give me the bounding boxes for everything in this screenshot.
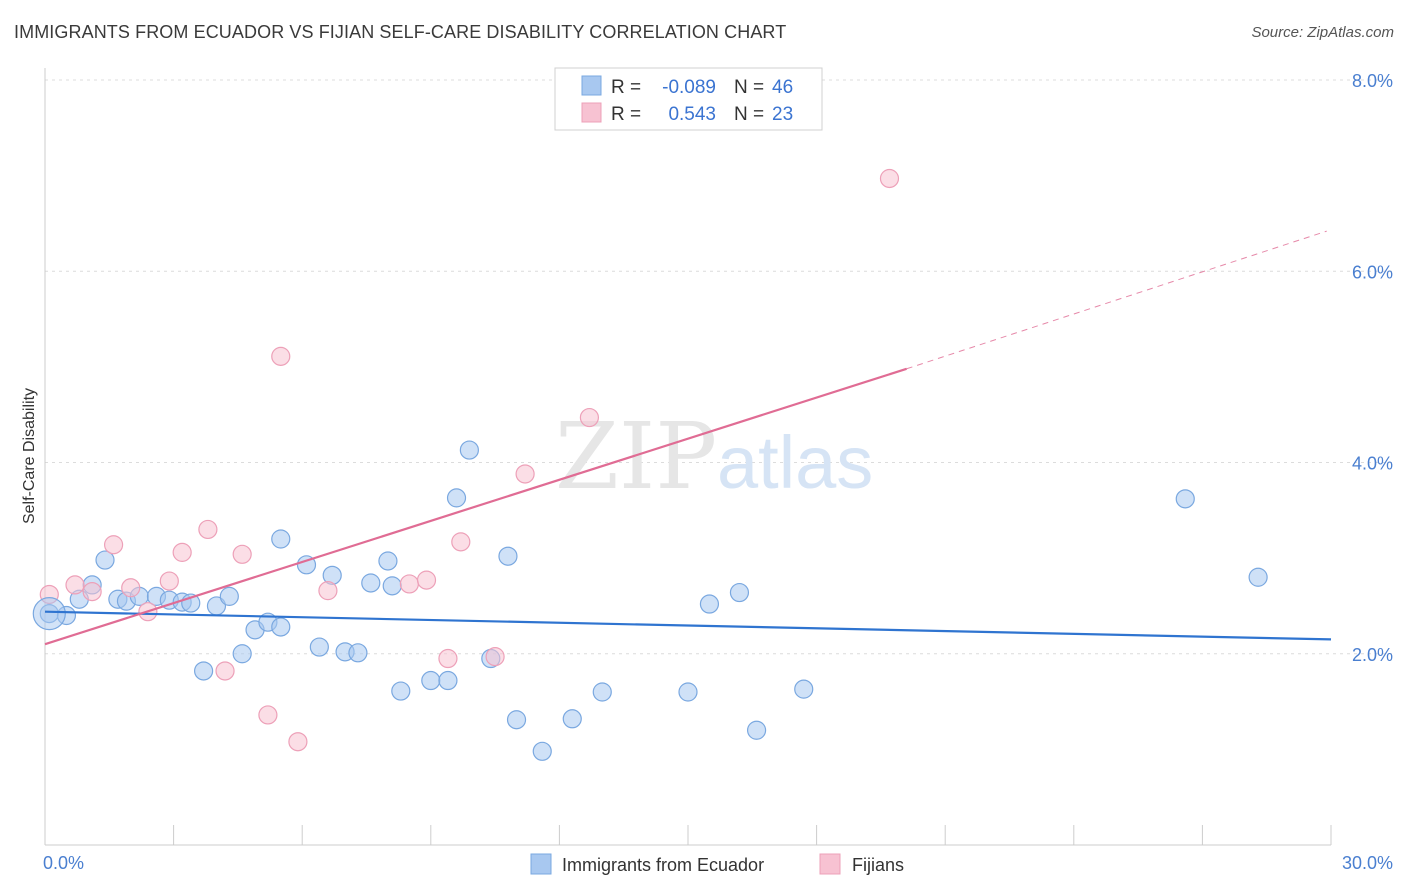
y-tick-label-3: 8.0% [1352, 71, 1393, 91]
point-ecuador-19 [271, 529, 291, 549]
point-ecuador-25 [361, 573, 381, 593]
legend-r-value-ecuador: -0.089 [662, 77, 716, 98]
legend-swatch-fijians [581, 102, 602, 123]
point-fijians-21 [579, 407, 600, 428]
point-ecuador-35 [506, 710, 527, 730]
point-ecuador-28 [391, 681, 411, 701]
point-ecuador-39 [678, 682, 698, 702]
point-fijians-8 [198, 519, 218, 540]
series-legend-swatch-fijians [819, 853, 841, 875]
chart-title: IMMIGRANTS FROM ECUADOR VS FIJIAN SELF-C… [14, 22, 787, 42]
x-tick-label-1: 30.0% [1342, 853, 1393, 873]
point-ecuador-40 [699, 594, 720, 614]
point-ecuador-24 [348, 643, 368, 663]
legend-r-label-ecuador: R = [611, 77, 641, 98]
legend-r-value-fijians: 0.543 [668, 104, 716, 125]
point-fijians-3 [103, 535, 124, 555]
legend-n-value-fijians: 23 [772, 104, 793, 125]
point-fijians-12 [271, 346, 291, 366]
point-ecuador-4 [95, 550, 115, 570]
point-ecuador-26 [378, 551, 398, 571]
point-ecuador-15 [232, 644, 252, 664]
y-tick-label-2: 6.0% [1352, 262, 1393, 282]
point-fijians-20 [515, 464, 535, 484]
point-ecuador-18 [271, 617, 291, 637]
tick-labels: 2.0% 4.0% 6.0% 8.0% 0.0% 30.0% [43, 71, 1393, 873]
point-ecuador-14 [219, 586, 239, 606]
point-fijians-11 [258, 705, 278, 725]
point-ecuador-42 [746, 720, 767, 740]
point-fijians-19 [485, 647, 505, 667]
legend-n-label-fijians: N = [734, 104, 764, 125]
legend: R = -0.089 N = 46 R = 0.543 N = 23 [554, 67, 823, 131]
point-ecuador-41 [729, 582, 750, 603]
point-ecuador-36 [532, 741, 552, 761]
point-ecuador-38 [592, 682, 612, 702]
point-ecuador-31 [446, 488, 467, 508]
point-fijians-15 [399, 574, 419, 594]
point-fijians-17 [438, 648, 458, 669]
point-fijians-6 [159, 571, 179, 591]
trend-lines [44, 230, 1332, 646]
point-ecuador-34 [498, 546, 518, 566]
source-credit: Source: ZipAtlas.com [1251, 24, 1394, 41]
point-ecuador-21 [309, 637, 329, 657]
point-ecuador-large [32, 596, 66, 631]
point-fijians-16 [416, 570, 437, 590]
trend-line-fijians [44, 367, 907, 646]
trend-line-ecuador [44, 610, 1332, 641]
x-tick-label-0: 0.0% [43, 853, 84, 873]
point-ecuador-44 [1175, 489, 1195, 509]
series-legend-label-ecuador: Immigrants from Ecuador [562, 855, 764, 875]
y-axis-label: Self-Care Disability [21, 388, 38, 524]
watermark-zip: ZIP [555, 403, 717, 510]
point-fijians-7 [172, 542, 192, 562]
watermark-atlas: atlas [717, 421, 873, 504]
grid [45, 79, 1392, 655]
watermark: ZIP atlas [555, 403, 873, 510]
legend-n-label-ecuador: N = [734, 77, 764, 98]
legend-r-label-fijians: R = [611, 104, 641, 125]
point-fijians-1 [65, 575, 85, 595]
point-fijians-10 [232, 544, 252, 564]
point-fijians-2 [82, 581, 102, 602]
y-tick-label-0: 2.0% [1352, 645, 1393, 665]
series-legend-label-fijians: Fijians [852, 855, 904, 875]
point-fijians-14 [318, 581, 338, 601]
data-points [32, 168, 1268, 761]
series-legend-swatch-ecuador [530, 853, 552, 875]
y-tick-label-1: 4.0% [1352, 454, 1393, 474]
point-ecuador-32 [459, 440, 479, 460]
point-fijians-18 [451, 532, 471, 552]
point-fijians-4 [121, 578, 141, 598]
legend-swatch-ecuador [581, 75, 602, 96]
point-ecuador-30 [438, 670, 458, 691]
point-fijians-22 [879, 168, 900, 189]
point-ecuador-45 [1248, 567, 1268, 587]
point-ecuador-12 [194, 661, 214, 681]
trend-extension-fijians [906, 230, 1327, 370]
point-ecuador-43 [794, 679, 814, 699]
axes [44, 68, 1332, 846]
series-legend: Immigrants from Ecuador Fijians [530, 853, 904, 875]
legend-n-value-ecuador: 46 [772, 77, 793, 98]
point-fijians-13 [288, 732, 308, 752]
point-fijians-9 [215, 661, 235, 681]
point-ecuador-29 [421, 670, 441, 691]
point-ecuador-37 [562, 709, 582, 729]
point-ecuador-27 [382, 576, 402, 596]
